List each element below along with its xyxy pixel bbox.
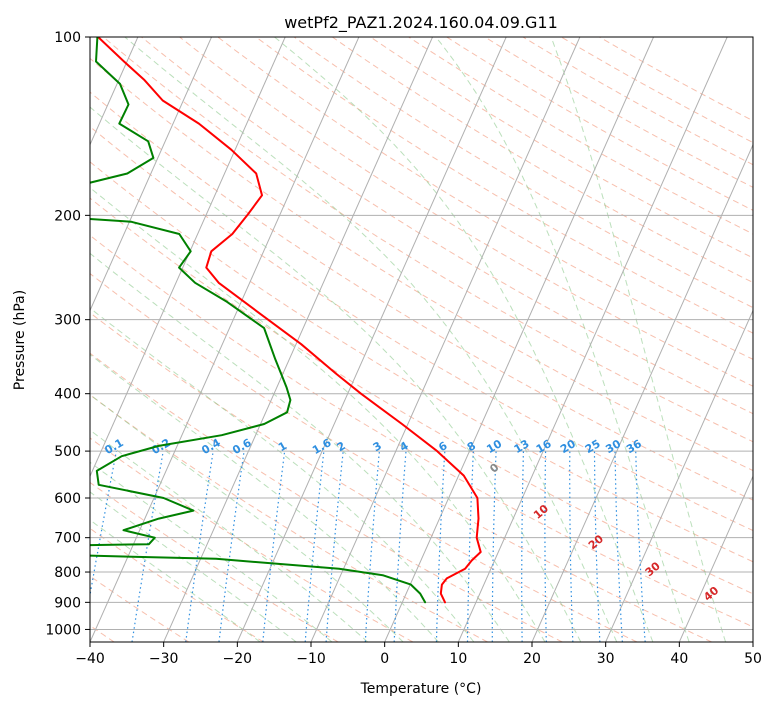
isotherm-line	[605, 309, 753, 642]
x-tick-label: −40	[75, 651, 105, 667]
dry-adiabat-line	[90, 57, 753, 472]
mixing-ratio-lines	[90, 450, 646, 642]
x-tick-label: −30	[149, 651, 179, 667]
mixing-ratio-line	[325, 451, 344, 642]
pressure-gridlines	[90, 37, 753, 630]
moist-adiabat-line	[435, 37, 690, 642]
dry-adiabat-line	[90, 161, 753, 563]
moist-adiabat-line	[90, 353, 439, 642]
isotherm-line	[531, 143, 753, 642]
mixing-ratio-line	[185, 451, 214, 642]
dry-adiabat-line	[255, 37, 753, 334]
mixing-ratio-line	[569, 451, 574, 642]
y-axis-title: Pressure (hPa)	[12, 290, 28, 390]
x-tick-label: 40	[670, 651, 688, 667]
x-tick-label: 50	[744, 651, 762, 667]
x-tick-label: 10	[449, 651, 467, 667]
mixing-ratio-line	[544, 451, 547, 642]
dry-adiabat-line	[90, 481, 339, 642]
y-tick-label: 500	[54, 444, 81, 460]
y-tick-label: 900	[54, 595, 81, 611]
mixing-ratio-line	[614, 451, 623, 642]
mixing-ratio-line	[131, 451, 164, 642]
profile-series	[90, 37, 482, 604]
dewpoint-profile-line	[90, 37, 427, 604]
dry-adiabat-line	[90, 234, 753, 628]
dry-adiabat-line	[90, 352, 563, 642]
plot-frame	[89, 36, 754, 643]
y-tick-label: 1000	[45, 622, 81, 638]
mixing-ratio-line	[593, 451, 601, 642]
isotherm-line	[457, 37, 728, 642]
isotherm-line	[236, 37, 507, 642]
moist-adiabat-line	[124, 37, 618, 642]
moist-adiabat-line	[90, 429, 368, 642]
isotherm-line	[310, 37, 581, 642]
moist-adiabat-line	[274, 37, 654, 642]
isotherm-line	[163, 37, 434, 642]
mixing-ratio-line	[304, 451, 325, 642]
mixing-ratio-line	[364, 451, 380, 642]
isotherm-line	[678, 475, 753, 642]
y-tick-label: 800	[54, 565, 81, 581]
y-tick-label: 200	[54, 208, 81, 224]
moist-adiabat-line	[90, 519, 261, 642]
x-axis-ticks: −40 −30 −20 −10 0 10 20 30 40 50	[75, 642, 762, 667]
temperature-profile-line	[97, 37, 482, 604]
mixing-ratio-line	[435, 451, 446, 642]
moist-adiabat-line	[90, 307, 475, 642]
dry-adiabat-line	[90, 125, 753, 532]
x-tick-label: −10	[296, 651, 326, 667]
x-tick-label: 0	[380, 651, 389, 667]
x-tick-label: 20	[523, 651, 541, 667]
y-tick-label: 400	[54, 387, 81, 403]
y-tick-label: 300	[54, 313, 81, 329]
dry-adiabat-line	[90, 272, 712, 642]
isotherm-line	[90, 37, 213, 312]
mixing-ratio-line	[635, 451, 646, 642]
isotherm-line	[384, 37, 655, 642]
moist-adiabats	[90, 37, 727, 642]
mixing-ratio-line	[491, 451, 497, 642]
chart-title: wetPf2_PAZ1.2024.160.04.09.G11	[284, 13, 558, 33]
mixing-ratio-line	[521, 451, 524, 642]
dry-adiabat-line	[217, 37, 753, 360]
mixing-ratio-line	[90, 450, 117, 599]
dry-adiabat-line	[332, 37, 753, 283]
dry-adiabat-line	[102, 37, 753, 443]
mixing-ratio-line	[393, 451, 407, 642]
moist-adiabat-line	[550, 37, 727, 642]
moist-adiabat-line	[90, 394, 404, 642]
dry-adiabat-line	[90, 197, 753, 595]
plot-area: 0.10.20.40.611.62346810131620253036-100-…	[90, 37, 753, 642]
dry-adiabat-line	[90, 312, 638, 642]
isotherm-line	[90, 37, 286, 478]
moist-adiabat-line	[90, 252, 510, 642]
isotherm-line	[90, 37, 139, 146]
dry-adiabat-line	[90, 437, 414, 642]
isotherms	[90, 37, 753, 642]
y-tick-label: 100	[54, 30, 81, 46]
x-tick-label: −20	[223, 651, 253, 667]
isotherm-line	[90, 37, 360, 642]
x-tick-label: 30	[597, 651, 615, 667]
mixing-ratio-line	[218, 451, 245, 642]
y-tick-label: 600	[54, 491, 81, 507]
mixing-ratio-line	[466, 451, 474, 642]
mixing-ratio-line	[262, 451, 286, 642]
moist-adiabat-line	[90, 491, 297, 642]
y-axis-ticks: 1000 900 800 700 600 500 400 300 200 100	[45, 30, 90, 638]
x-axis-title: Temperature (°C)	[360, 681, 482, 697]
dry-adiabat-line	[90, 91, 753, 501]
dry-adiabats	[90, 37, 753, 642]
y-tick-label: 700	[54, 531, 81, 547]
